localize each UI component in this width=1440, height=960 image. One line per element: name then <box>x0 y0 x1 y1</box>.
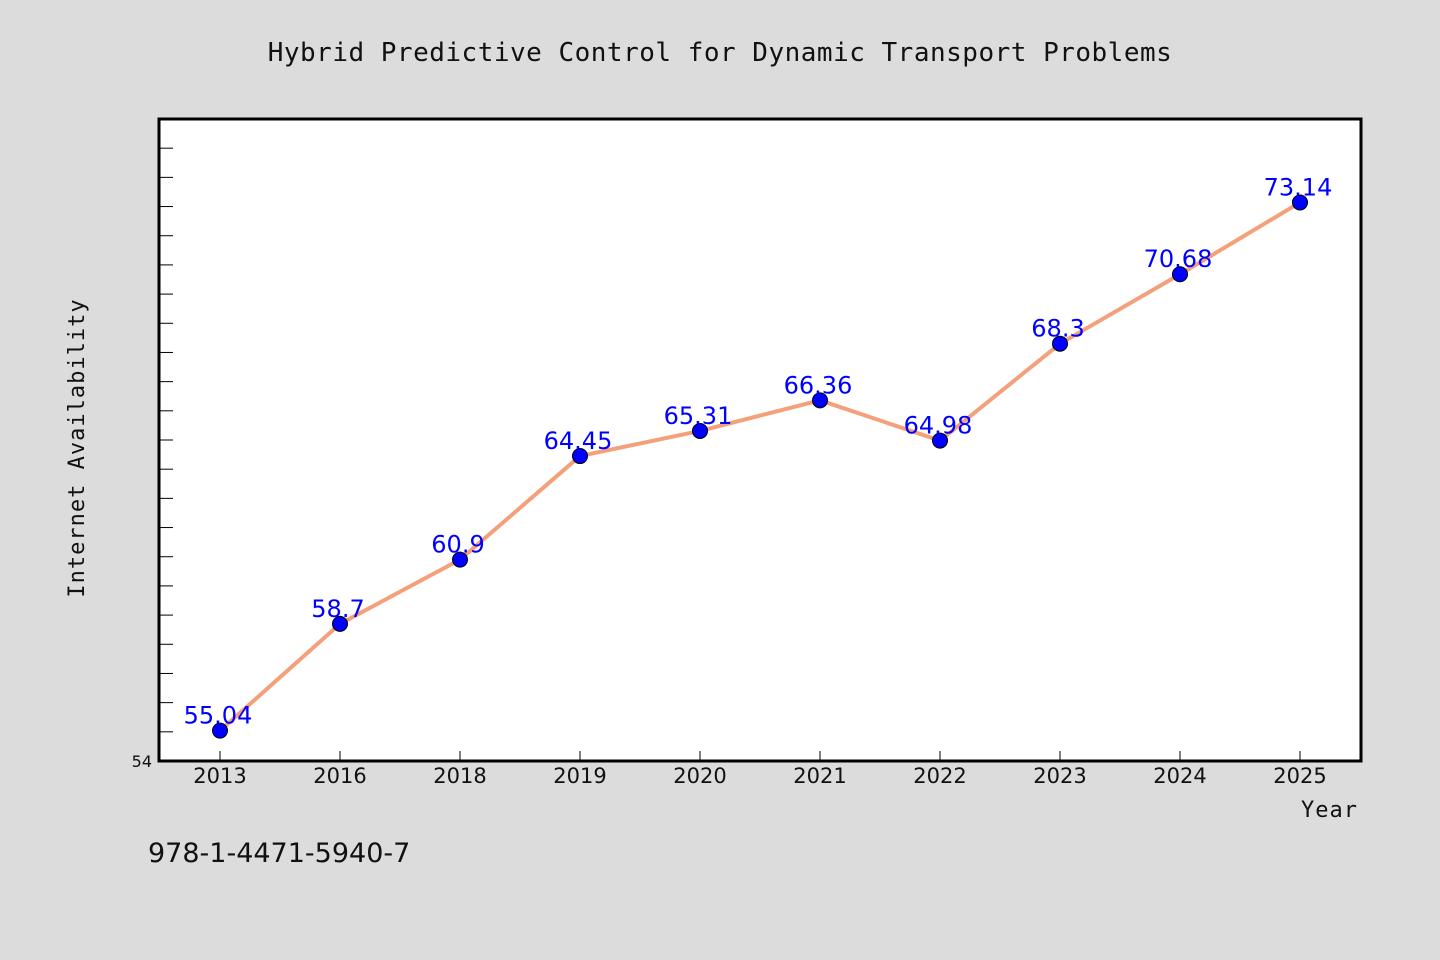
data-label: 68.3 <box>1031 315 1084 343</box>
chart-title: Hybrid Predictive Control for Dynamic Tr… <box>268 38 1173 68</box>
x-tick-label: 2013 <box>193 764 246 788</box>
x-tick-label: 2020 <box>673 764 726 788</box>
data-point <box>572 448 588 465</box>
data-label: 73.14 <box>1264 173 1333 201</box>
data-label: 58.7 <box>311 595 364 623</box>
data-point <box>212 722 228 739</box>
data-label: 64.98 <box>904 412 973 440</box>
y-axis-label: Internet Availability <box>65 298 90 597</box>
data-point <box>1052 335 1068 352</box>
series-layer <box>212 194 1308 739</box>
x-tick-label: 2023 <box>1033 764 1086 788</box>
data-label: 55.04 <box>184 702 253 730</box>
data-point <box>932 432 948 449</box>
x-tick-label: 2016 <box>313 764 366 788</box>
data-point <box>812 392 828 409</box>
x-axis-label: Year <box>1301 798 1358 823</box>
x-tick-label: 2021 <box>793 764 846 788</box>
data-label: 60.9 <box>431 531 484 559</box>
data-point <box>1172 266 1188 283</box>
isbn-footer: 978-1-4471-5940-7 <box>148 838 410 869</box>
x-tick-label: 2018 <box>433 764 486 788</box>
x-tick-label: 2022 <box>913 764 966 788</box>
x-tick-label: 2025 <box>1273 764 1326 788</box>
x-tick-label: 2019 <box>553 764 606 788</box>
x-tick-label: 2024 <box>1153 764 1206 788</box>
x-axis-ticks: 2013 2016 2018 2019 2020 2021 2022 2023 2024 2025 <box>193 751 1327 788</box>
data-point <box>1292 194 1308 211</box>
y-axis-ticks: 54 <box>132 147 173 771</box>
series-line <box>218 200 1302 733</box>
data-point <box>452 551 468 568</box>
data-point <box>332 615 348 632</box>
data-labels-layer: 55.04 58.7 60.9 64.45 65.31 66.36 64.98 68.3 70.… <box>184 173 1333 729</box>
data-label: 66.36 <box>784 371 853 399</box>
data-label: 70.68 <box>1144 245 1213 273</box>
data-point <box>692 422 708 439</box>
data-label: 65.31 <box>664 402 733 430</box>
plot-area <box>157 117 1363 763</box>
y-tick-label: 54 <box>132 752 152 771</box>
data-label: 64.45 <box>544 427 613 455</box>
